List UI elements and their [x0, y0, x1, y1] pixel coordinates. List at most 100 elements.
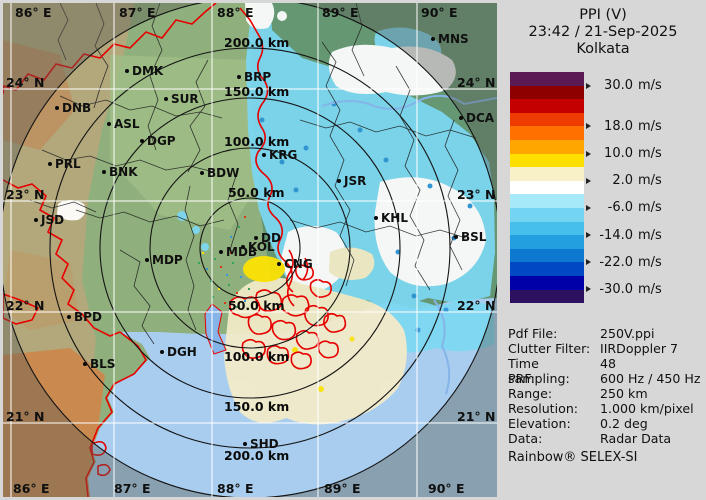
- metadata-label: Time sampling:: [508, 356, 570, 386]
- station-label: DGH: [167, 345, 197, 359]
- scale-value: 18.0: [604, 118, 633, 134]
- out-of-range-dim: [3, 3, 497, 497]
- color-scale-label: 18.0 m/s: [586, 118, 662, 135]
- radar-center-mark: [249, 247, 252, 250]
- station-dot: [34, 218, 38, 222]
- graticule-label: 87° E: [119, 5, 156, 20]
- station-dot: [337, 179, 341, 183]
- station-dot: [459, 116, 463, 120]
- station-dot: [219, 250, 223, 254]
- color-scale-label: 30.0 m/s: [586, 77, 662, 94]
- metadata-row: PRF: 600 Hz / 450 Hz: [508, 371, 704, 386]
- graticule-label: 86° E: [15, 5, 52, 20]
- station-dot: [262, 153, 266, 157]
- station-dot: [254, 236, 258, 240]
- graticule-label: 24° N: [457, 75, 495, 90]
- color-scale-band: [510, 139, 584, 154]
- color-scale-band: [510, 235, 584, 249]
- color-scale-band: [510, 275, 584, 290]
- station-label: JSR: [343, 174, 366, 188]
- station-label: SUR: [171, 92, 199, 106]
- brand-footer: Rainbow® SELEX-SI: [508, 450, 638, 465]
- graticule-label: 22° N: [6, 298, 44, 313]
- graticule-label: 23° N: [6, 187, 44, 202]
- station-label: ASL: [114, 117, 140, 131]
- metadata-row: Pdf File: 250V.ppi: [508, 326, 704, 341]
- scale-value: -6.0: [607, 200, 633, 216]
- graticule-label: 88° E: [217, 5, 254, 20]
- station-dot: [243, 442, 247, 446]
- scale-unit: m/s: [638, 78, 662, 94]
- metadata-value: Radar Data: [600, 431, 672, 446]
- station-label: BSL: [461, 230, 487, 244]
- range-rings: [3, 3, 497, 497]
- station-label: BPD: [74, 310, 102, 324]
- metadata-row: Elevation: 0.2 deg: [508, 416, 704, 431]
- graticule-label: 86° E: [13, 481, 50, 496]
- station-label: MNS: [438, 32, 469, 46]
- color-scale-band: [510, 194, 584, 208]
- scale-unit: m/s: [638, 254, 662, 270]
- range-ring-label: 200.0 km: [224, 448, 289, 463]
- metadata-label: Data:: [508, 431, 543, 446]
- color-scale-band: [510, 153, 584, 168]
- station-label: BLS: [90, 357, 115, 371]
- metadata-list: Pdf File: 250V.ppi Clutter Filter: IIRDoppl…: [508, 326, 704, 446]
- color-scale-label: 2.0 m/s: [586, 172, 662, 189]
- station-label: CNG: [284, 257, 313, 271]
- scale-unit: m/s: [638, 146, 662, 162]
- station-label: MDB: [226, 245, 257, 259]
- station-dot: [55, 106, 59, 110]
- scale-unit: m/s: [638, 200, 662, 216]
- tick-arrow-icon: [586, 232, 591, 239]
- metadata-value: 1.000 km/pixel: [600, 401, 694, 416]
- graticule-label: 21° N: [457, 409, 495, 424]
- metadata-value: IIRDoppler 7: [600, 341, 679, 356]
- metadata-value: 0.2 deg: [600, 416, 648, 431]
- station-label: KHL: [381, 211, 408, 225]
- tick-arrow-icon: [586, 286, 591, 293]
- graticule: [3, 3, 497, 497]
- scale-unit: m/s: [638, 281, 662, 297]
- station-label: DD: [261, 231, 281, 245]
- radar-map: 86° E 87° E 88° E 89° E 90° E 86° E 87° E 88° E…: [3, 3, 497, 497]
- range-ring-label: 100.0 km: [224, 134, 289, 149]
- color-scale-label: 10.0 m/s: [586, 145, 662, 162]
- station-dot: [48, 162, 52, 166]
- color-scale-label: -6.0 m/s: [586, 199, 662, 216]
- range-ring-label: 150.0 km: [224, 399, 289, 414]
- tick-arrow-icon: [586, 123, 591, 130]
- tick-arrow-icon: [586, 150, 591, 157]
- station-dot: [160, 350, 164, 354]
- station-name: Kolkata: [576, 41, 630, 57]
- timestamp: 23:42 / 21-Sep-2025: [528, 24, 678, 40]
- graticule-label: 23° N: [457, 187, 495, 202]
- tick-arrow-icon: [586, 177, 591, 184]
- river-layer: [204, 94, 497, 395]
- graticule-label: 89° E: [322, 5, 359, 20]
- station-label: KRG: [269, 148, 297, 162]
- metadata-label: Elevation:: [508, 416, 571, 431]
- graticule-label: 87° E: [114, 481, 151, 496]
- metadata-row: Time sampling: 48: [508, 356, 704, 386]
- station-dot: [200, 171, 204, 175]
- color-scale-band: [510, 262, 584, 276]
- scale-value: 2.0: [612, 173, 633, 189]
- station-label: DGP: [147, 134, 176, 148]
- station-label: MDP: [152, 253, 183, 267]
- color-scale-band: [510, 180, 584, 195]
- graticule-label: 88° E: [217, 481, 254, 496]
- station-label: BNK: [109, 165, 138, 179]
- station-label: BDW: [207, 166, 239, 180]
- color-scale-band: [510, 289, 584, 304]
- range-ring-label: 100.0 km: [224, 349, 289, 364]
- station-dot: [83, 362, 87, 366]
- color-scale-band: [510, 126, 584, 140]
- station-label: PRL: [55, 157, 81, 171]
- station-dot: [374, 216, 378, 220]
- graticule-label: 21° N: [6, 409, 44, 424]
- scale-value: 10.0: [604, 146, 633, 162]
- scale-unit: m/s: [638, 227, 662, 243]
- scale-value: -14.0: [599, 227, 633, 243]
- color-scale-band: [510, 85, 584, 100]
